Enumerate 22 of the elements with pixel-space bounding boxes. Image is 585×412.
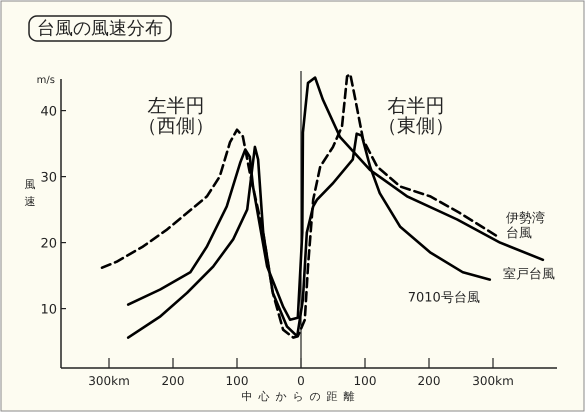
series-label: 7010号台風	[408, 290, 480, 306]
x-tick-label: 0	[297, 374, 305, 388]
annotation: 右半円	[388, 95, 445, 117]
y-tick-label: 20	[40, 236, 57, 252]
x-tick-label: 100	[226, 374, 248, 388]
annotation: （西側）	[138, 115, 214, 137]
text: m/s	[36, 75, 55, 86]
series-label: 室戸台風	[502, 266, 555, 282]
x-tick-label: 200	[162, 374, 184, 388]
x-axis-title: 中心からの距離	[242, 390, 360, 403]
y-tick-label: 40	[40, 104, 57, 120]
y-tick-label: 10	[40, 302, 57, 318]
annotation: 左半円	[148, 95, 205, 117]
x-tick-label: 300km	[472, 374, 514, 388]
x-tick-label: 100	[354, 374, 376, 388]
x-tick-label: 300km	[88, 374, 130, 388]
chart-title: 台風の風速分布	[37, 18, 163, 39]
x-tick-label: 200	[418, 374, 440, 388]
series-label: 伊勢湾台風	[506, 210, 546, 241]
annotation: （東側）	[378, 115, 454, 137]
y-axis-title: 風速	[24, 178, 36, 208]
y-tick-label: 30	[40, 170, 57, 186]
